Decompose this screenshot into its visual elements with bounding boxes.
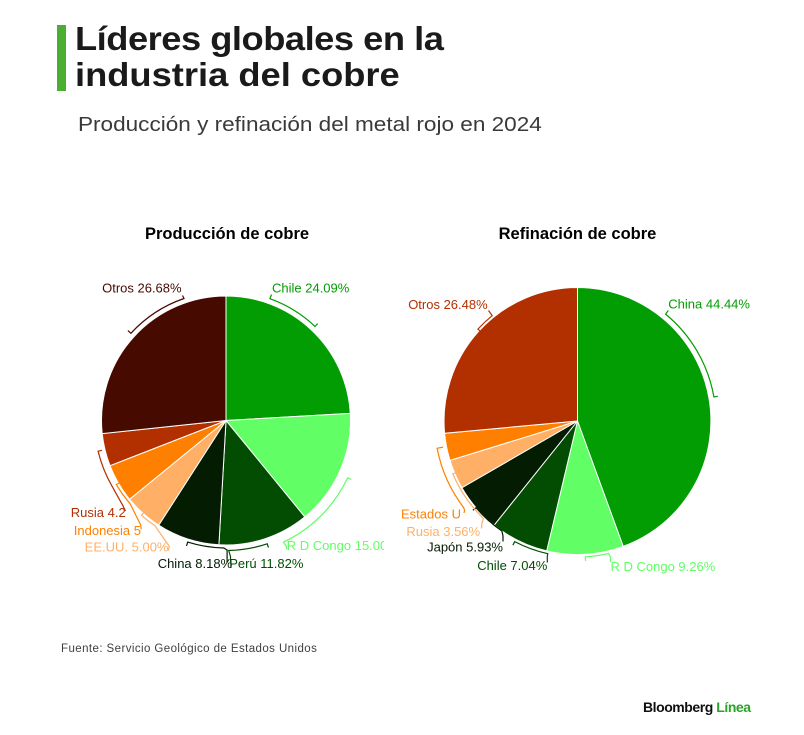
svg-text:Otros 26.68%: Otros 26.68%	[102, 281, 182, 296]
svg-text:Chile 7.04%: Chile 7.04%	[477, 558, 548, 573]
svg-text:Chile 24.09%: Chile 24.09%	[272, 281, 350, 296]
svg-text:Rusia 4.2: Rusia 4.2	[71, 505, 126, 520]
svg-text:Perú 11.82%: Perú 11.82%	[229, 556, 304, 571]
svg-text:China 44.44%: China 44.44%	[668, 297, 750, 312]
svg-text:Estados U: Estados U	[401, 507, 461, 522]
svg-text:EE.UU. 5.00%: EE.UU. 5.00%	[85, 540, 169, 555]
svg-text:Otros 26.48%: Otros 26.48%	[408, 297, 488, 312]
svg-text:R D Congo 15.00%: R D Congo 15.00%	[287, 538, 399, 553]
svg-text:Rusia 3.56%: Rusia 3.56%	[406, 524, 480, 539]
svg-text:Producción de cobre: Producción de cobre	[145, 225, 309, 243]
svg-text:R D Congo 9.26%: R D Congo 9.26%	[611, 559, 716, 574]
svg-text:China 8.18%: China 8.18%	[158, 556, 233, 571]
svg-text:Indonesia 5: Indonesia 5	[74, 523, 141, 538]
svg-text:Refinación de cobre: Refinación de cobre	[499, 225, 657, 243]
svg-text:Japón 5.93%: Japón 5.93%	[427, 540, 503, 555]
